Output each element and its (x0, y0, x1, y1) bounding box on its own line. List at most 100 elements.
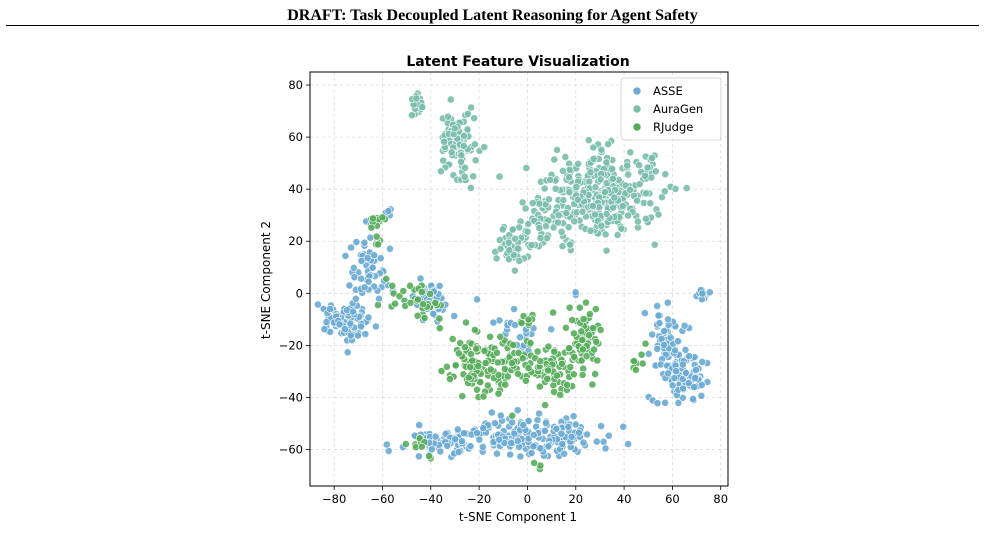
point-rjudge (524, 364, 533, 372)
point-auragen (565, 188, 574, 197)
point-asse (384, 446, 393, 455)
point-asse (360, 283, 369, 292)
point-asse (490, 419, 499, 428)
point-rjudge (496, 332, 505, 341)
x-tick-label: −80 (322, 492, 346, 506)
point-auragen (586, 168, 595, 177)
point-auragen (470, 140, 479, 149)
point-asse (697, 391, 706, 400)
point-asse (560, 449, 569, 458)
point-asse (371, 322, 380, 331)
point-rjudge (507, 359, 516, 367)
point-asse (597, 422, 605, 430)
point-rjudge (509, 341, 518, 349)
point-auragen (626, 148, 635, 157)
point-rjudge (494, 389, 503, 398)
point-asse (679, 360, 687, 369)
point-auragen (551, 184, 560, 193)
point-rjudge (533, 347, 542, 356)
point-rjudge (413, 311, 422, 320)
point-asse (674, 398, 683, 407)
point-asse (544, 442, 553, 451)
point-rjudge (591, 305, 600, 313)
point-rjudge (638, 359, 647, 368)
point-rjudge (550, 347, 559, 356)
point-asse (558, 440, 567, 448)
point-auragen (553, 145, 561, 154)
point-auragen (648, 154, 656, 162)
point-auragen (515, 256, 524, 265)
point-auragen (495, 236, 504, 244)
point-rjudge (593, 356, 602, 365)
point-auragen (554, 211, 563, 220)
point-auragen (618, 202, 627, 210)
point-rjudge (378, 213, 387, 222)
point-asse (347, 243, 355, 252)
point-asse (660, 327, 668, 335)
point-auragen (440, 137, 449, 146)
point-asse (541, 426, 549, 435)
point-asse (360, 238, 369, 247)
point-asse (697, 380, 706, 389)
point-rjudge (395, 292, 404, 301)
point-auragen (444, 112, 452, 121)
point-asse (536, 444, 545, 453)
point-asse (670, 374, 679, 382)
point-rjudge (503, 372, 512, 381)
point-rjudge (544, 366, 552, 375)
point-asse (641, 309, 649, 317)
point-asse (466, 442, 475, 450)
point-rjudge (558, 359, 566, 368)
point-asse (599, 437, 608, 446)
point-asse (519, 421, 528, 429)
point-asse (705, 288, 714, 297)
x-tick-label: −40 (419, 492, 443, 506)
point-auragen (461, 163, 469, 172)
x-tick-label: 60 (665, 492, 680, 506)
point-rjudge (435, 314, 444, 323)
point-auragen (528, 199, 537, 207)
point-rjudge (578, 370, 587, 379)
point-rjudge (419, 300, 427, 309)
point-asse (335, 320, 344, 329)
point-rjudge (493, 358, 502, 367)
point-rjudge (556, 390, 565, 399)
point-asse (357, 274, 365, 283)
point-auragen (495, 172, 504, 181)
y-axis-label: t-SNE Component 2 (259, 221, 273, 339)
point-asse (516, 452, 525, 461)
point-asse (684, 379, 693, 387)
point-auragen (535, 199, 544, 208)
point-asse (601, 444, 610, 453)
legend: ASSE AuraGen RJudge (620, 77, 722, 141)
point-auragen (617, 224, 626, 233)
point-auragen (496, 244, 505, 253)
point-auragen (407, 111, 416, 120)
point-auragen (682, 184, 691, 192)
point-asse (681, 345, 690, 354)
point-auragen (523, 227, 532, 236)
point-asse (349, 307, 357, 316)
point-asse (557, 429, 566, 438)
point-rjudge (577, 327, 586, 336)
point-auragen (585, 177, 594, 186)
point-rjudge (570, 352, 578, 361)
point-auragen (642, 189, 650, 198)
point-asse (691, 374, 699, 382)
point-auragen (513, 244, 522, 253)
y-tick-label: −40 (279, 390, 303, 404)
point-rjudge (508, 411, 517, 420)
point-asse (692, 365, 700, 374)
x-tick-label: 40 (617, 492, 632, 506)
point-asse (680, 321, 689, 330)
point-asse (495, 435, 504, 444)
point-asse (506, 450, 515, 459)
point-asse (569, 412, 578, 421)
point-rjudge (590, 345, 598, 354)
point-asse (653, 302, 662, 310)
point-asse (361, 330, 370, 338)
point-asse (654, 311, 663, 320)
point-auragen (634, 217, 642, 226)
y-tick-label: 0 (296, 286, 303, 300)
point-asse (326, 305, 334, 313)
